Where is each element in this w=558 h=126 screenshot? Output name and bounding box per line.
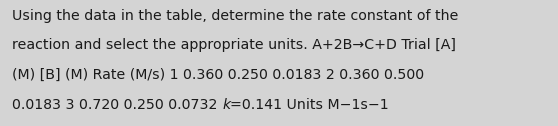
Text: =0.141 Units M−1s−1: =0.141 Units M−1s−1 [230,98,389,112]
Text: reaction and select the appropriate units. A+2B→C+D Trial [A]: reaction and select the appropriate unit… [12,38,456,52]
Text: 0.0183 3 0.720 0.250 0.0732: 0.0183 3 0.720 0.250 0.0732 [12,98,222,112]
Text: (M) [B] (M) Rate (M/s) 1 0.360 0.250 0.0183 2 0.360 0.500: (M) [B] (M) Rate (M/s) 1 0.360 0.250 0.0… [12,68,425,82]
Text: k: k [222,98,230,112]
Text: Using the data in the table, determine the rate constant of the: Using the data in the table, determine t… [12,9,459,23]
